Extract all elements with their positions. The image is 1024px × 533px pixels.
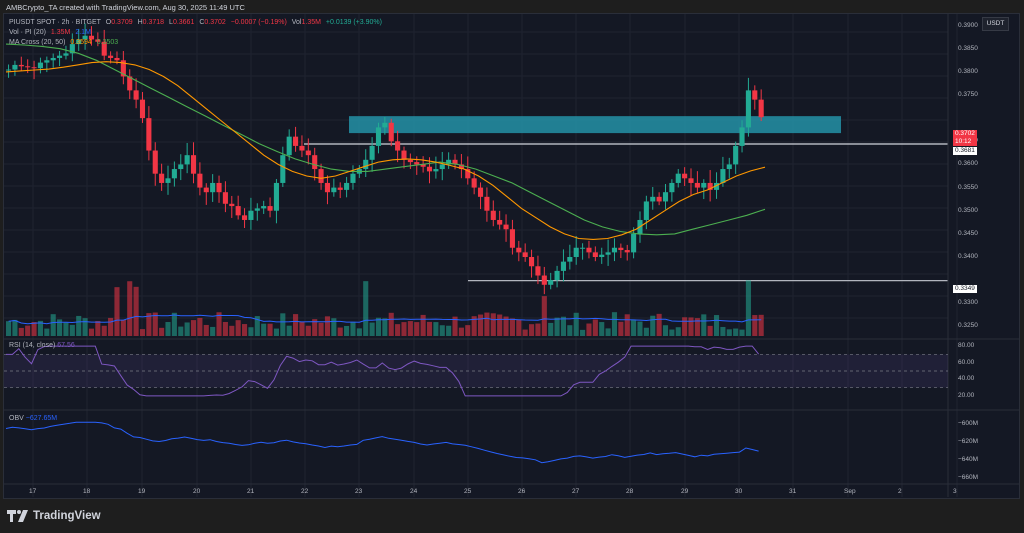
rsi-tick: 40.00 — [958, 375, 975, 383]
time-tick: 19 — [138, 488, 146, 495]
time-tick: Sep — [844, 488, 856, 495]
time-tick: 22 — [301, 488, 309, 495]
volume-change-value: +0.0139 (+3.90%) — [325, 19, 382, 26]
obv-tick: −620M — [958, 438, 979, 445]
obv-tick: −640M — [958, 456, 979, 463]
price-tick: 0.3750 — [958, 91, 978, 98]
rsi-value: 67.56 — [57, 342, 75, 349]
ma20-line — [5, 61, 766, 240]
rsi-line — [6, 345, 759, 397]
obv-value: −627.65M — [25, 415, 58, 422]
tradingview-logo: TradingView — [7, 510, 101, 522]
time-tick: 21 — [247, 488, 255, 495]
time-tick: 24 — [410, 488, 418, 495]
high-value: 0.3718 — [142, 19, 165, 26]
candlesticks[interactable] — [6, 23, 764, 295]
price-tick: 0.3500 — [958, 206, 978, 214]
last-price-tag: 0.3702 10:12 — [953, 130, 977, 146]
chart-frame — [3, 13, 1020, 499]
time-tick: 26 — [518, 488, 526, 495]
change-value: −0.0007 (−0.19%) — [230, 19, 287, 26]
price-tick: 0.3900 — [958, 21, 978, 29]
open-value: 0.3709 — [111, 19, 133, 26]
resistance-price-tag: 0.3681 — [953, 147, 977, 155]
support-price-tag: 0.3349 — [953, 285, 977, 293]
symbol-label: PIUSDT SPOT · 2h · BITGET — [9, 19, 101, 26]
symbol-legend-row[interactable]: PIUSDT SPOT · 2h · BITGET O0.3709 H0.371… — [9, 19, 382, 26]
currency-button[interactable]: USDT — [982, 17, 1009, 31]
volume-bars — [6, 280, 764, 336]
time-tick: 3 — [953, 488, 957, 495]
ma50-line — [5, 43, 766, 236]
volume-ma-line — [8, 314, 762, 325]
obv-tick: −600M — [958, 420, 979, 427]
obv-tick: −660M — [958, 474, 979, 481]
time-tick: 18 — [83, 488, 91, 495]
low-value: 0.3661 — [172, 19, 195, 26]
volume-value: 1.35M — [301, 19, 321, 26]
price-tick: 0.3600 — [958, 160, 978, 168]
attribution-text: AMBCrypto_TA created with TradingView.co… — [6, 3, 245, 12]
rsi-legend[interactable]: RSI (14, close) 67.56 — [9, 342, 75, 349]
time-tick: 17 — [29, 488, 37, 495]
time-tick: 20 — [193, 488, 201, 495]
time-tick: 29 — [681, 488, 689, 495]
vol-pi-legend-row[interactable]: Vol · PI (20) 1.35M 2.1M — [9, 29, 91, 36]
time-tick: 25 — [464, 488, 472, 495]
price-tick: 0.3800 — [958, 67, 978, 75]
rsi-tick: 60.00 — [958, 358, 975, 366]
bar-countdown: 10:12 — [955, 138, 972, 145]
obv-line — [5, 421, 759, 464]
tradingview-logo-icon — [7, 510, 28, 522]
price-tick: 0.3400 — [958, 253, 978, 260]
time-tick: 30 — [735, 488, 743, 495]
price-tick: 0.3300 — [958, 299, 978, 307]
rsi-tick: 20.00 — [958, 391, 975, 399]
resistance-zone[interactable] — [349, 116, 841, 134]
time-tick: 2 — [898, 488, 902, 495]
ma-cross-legend-row[interactable]: MA Cross (20, 50) 0.3594 0.3503 — [9, 39, 119, 46]
time-tick: 27 — [572, 488, 580, 495]
time-tick: 23 — [355, 488, 363, 495]
rsi-band — [4, 354, 948, 388]
chart-legend: PIUSDT SPOT · 2h · BITGET O0.3709 H0.371… — [9, 18, 382, 48]
price-tick: 0.3850 — [958, 44, 978, 52]
time-tick: 28 — [626, 488, 634, 495]
close-value: 0.3702 — [204, 19, 226, 26]
obv-legend[interactable]: OBV −627.65M — [9, 415, 58, 422]
price-tick: 0.3450 — [958, 229, 978, 237]
price-tick: 0.3550 — [958, 183, 978, 191]
time-tick: 31 — [789, 488, 797, 495]
price-tick: 0.3250 — [958, 322, 978, 330]
rsi-tick: 80.00 — [958, 342, 975, 350]
